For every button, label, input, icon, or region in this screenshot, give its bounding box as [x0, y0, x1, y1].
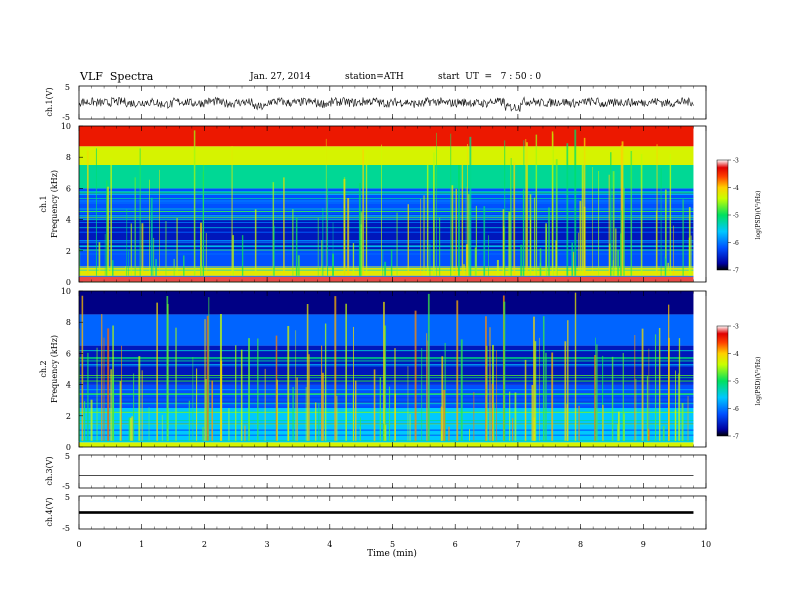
- time-tick-label: 2: [202, 540, 207, 549]
- figure-title: VLF Spectra: [80, 70, 154, 83]
- spectrogram-band-7: [79, 126, 694, 147]
- time-axis-label: Time (min): [367, 548, 417, 559]
- ch1-spectrogram-image: [79, 126, 706, 283]
- colorbar-tick-label: -7: [733, 268, 739, 275]
- ch2-spectrogram-ylabel: Frequency (kHz): [50, 335, 59, 403]
- freq-tick-label: 10: [61, 287, 71, 296]
- time-axis-tick-labels: 0 1 2 3 4 5 6 7 8 9 10: [76, 540, 711, 549]
- spectrogram-band-0: [79, 442, 694, 447]
- spectrogram-band-6: [79, 146, 694, 165]
- colorbar-tick-label: -5: [733, 379, 739, 386]
- ch4-waveform-ylabel: ch.4(V): [45, 497, 54, 526]
- ch2-colorbar-label: log(PSD)(V²/Hz): [755, 357, 762, 406]
- colorbar-tick-label: -5: [733, 213, 739, 220]
- spectrogram-band-2: [79, 250, 694, 267]
- spectrogram-band-5: [79, 165, 694, 189]
- ch4-ytick-bottom: -5: [62, 524, 70, 533]
- freq-tick-label: 6: [66, 349, 71, 358]
- ch1-ytick-top: 5: [65, 83, 70, 92]
- ch2-spectrogram-channel-label: ch.2: [39, 360, 48, 377]
- freq-tick-label: 8: [66, 318, 71, 327]
- colorbar-tick-label: -4: [733, 351, 739, 358]
- time-tick-label: 7: [515, 540, 520, 549]
- colorbar-tick-label: -6: [733, 406, 739, 413]
- date-label: Jan. 27, 2014: [250, 72, 311, 82]
- ch2-colorbar: [716, 325, 729, 437]
- colorbar-tick-label: -3: [733, 158, 739, 165]
- spectrogram-band-3: [79, 345, 694, 385]
- colorbar-tick-label: -4: [733, 185, 739, 192]
- time-tick-label: 10: [701, 540, 711, 549]
- ch1-spectrogram-ylabel: Frequency (kHz): [50, 170, 59, 238]
- ch1-waveform-panel: 5 -5 ch.1(V): [45, 83, 707, 122]
- time-tick-label: 1: [139, 540, 144, 549]
- ch3-waveform-ylabel: ch.3(V): [45, 456, 54, 485]
- ch3-ytick-bottom: -5: [62, 482, 70, 491]
- freq-tick-label: 4: [66, 216, 71, 225]
- freq-tick-label: 0: [66, 443, 71, 452]
- ch2-colorbar-ticks: -3 -4 -5 -6 -7: [728, 324, 739, 441]
- freq-tick-label: 10: [61, 122, 71, 131]
- time-tick-label: 0: [76, 540, 81, 549]
- ch1-colorbar: [716, 159, 729, 271]
- ch1-waveform-trace: [78, 96, 694, 112]
- ch4-signal-band: [79, 511, 694, 514]
- spectrogram-band-4: [79, 314, 694, 346]
- station-label: station=ATH: [345, 72, 404, 82]
- time-tick-label: 5: [390, 540, 395, 549]
- colorbar-tick-label: -7: [733, 434, 739, 441]
- ch3-waveform-panel: 5 -5 ch.3(V): [45, 452, 707, 491]
- colorbar-tick-label: -6: [733, 240, 739, 247]
- ch4-waveform-panel: 5 -5 ch.4(V): [45, 493, 707, 533]
- time-axis-ticks: [78, 86, 707, 529]
- time-tick-label: 6: [453, 540, 458, 549]
- ch2-freq-ticks: 0 2 4 6 8 10: [61, 287, 83, 452]
- spectrogram-band-0: [79, 275, 694, 282]
- ch3-ytick-top: 5: [65, 452, 70, 461]
- colorbar-tick-label: -3: [733, 324, 739, 331]
- freq-tick-label: 4: [66, 381, 71, 390]
- freq-tick-label: 8: [66, 153, 71, 162]
- start-time-label: start UT = 7 : 50 : 0: [438, 72, 542, 82]
- freq-tick-label: 2: [66, 412, 71, 421]
- spectrogram-band-5: [79, 291, 694, 315]
- ch1-freq-ticks: 0 2 4 6 8 10: [61, 122, 83, 287]
- spectrogram-band-1: [79, 266, 694, 276]
- ch1-waveform-ylabel: ch.1(V): [45, 87, 54, 116]
- ch1-spectrogram-channel-label: ch.1: [39, 195, 48, 212]
- ch4-waveform-trace: [79, 511, 694, 514]
- time-tick-label: 4: [327, 540, 332, 549]
- ch1-ytick-bottom: -5: [62, 113, 70, 122]
- freq-tick-label: 6: [66, 184, 71, 193]
- time-tick-label: 8: [578, 540, 583, 549]
- freq-tick-label: 2: [66, 247, 71, 256]
- time-tick-label: 3: [265, 540, 270, 549]
- ch2-spectrogram-image: [78, 291, 706, 447]
- ch1-colorbar-ticks: -3 -4 -5 -6 -7: [728, 158, 739, 275]
- time-tick-label: 9: [641, 540, 646, 549]
- ch4-ytick-top: 5: [65, 493, 70, 502]
- freq-tick-label: 0: [66, 278, 71, 287]
- ch1-colorbar-label: log(PSD)(V²/Hz): [755, 191, 762, 240]
